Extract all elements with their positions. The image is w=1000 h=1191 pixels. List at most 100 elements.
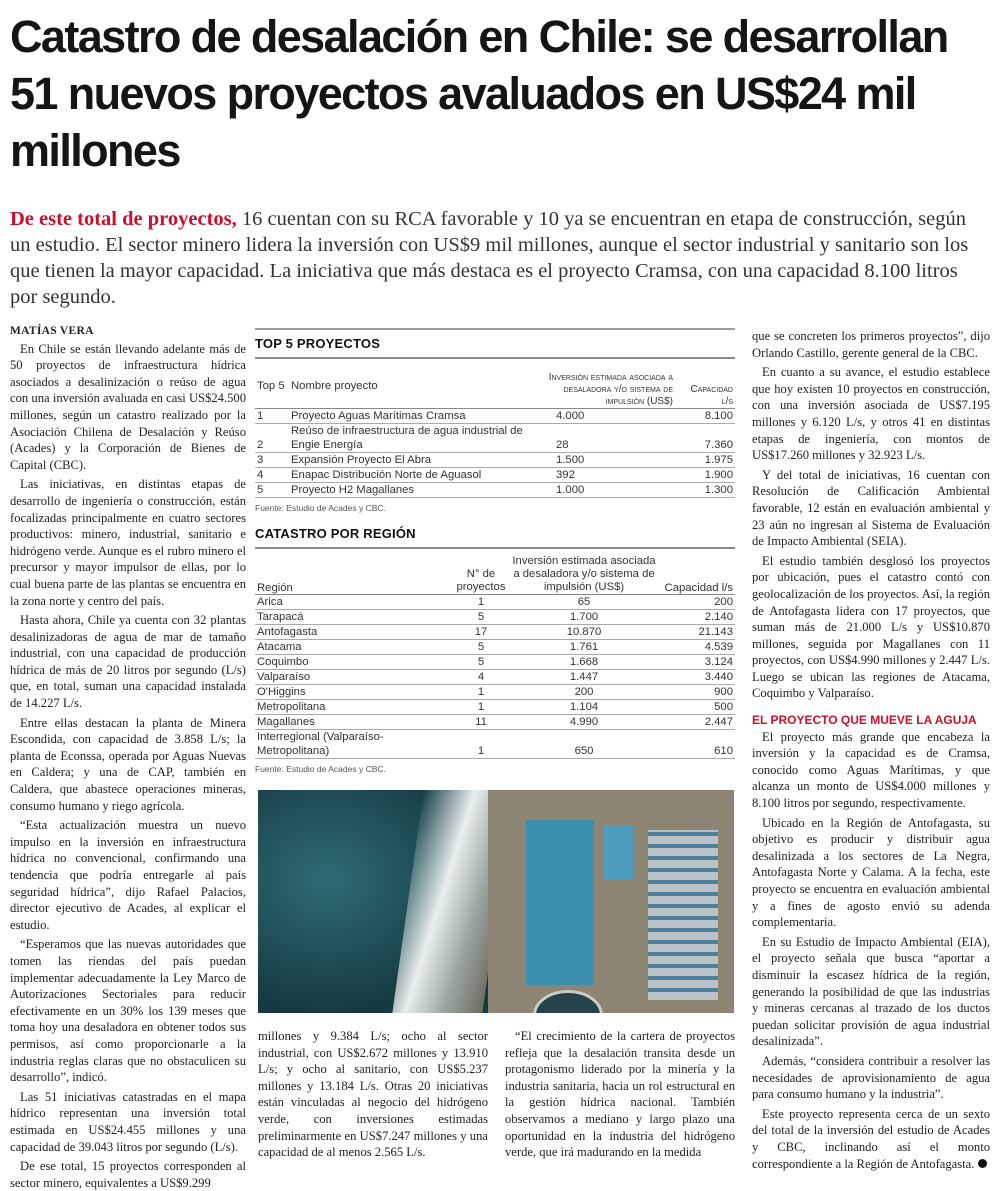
- table-cell: 200: [574, 685, 594, 698]
- table-cell: Metropolitana: [257, 700, 326, 713]
- table-cell: 65: [577, 595, 591, 608]
- region-table: Región N° de proyectos Inversión estimad…: [255, 547, 735, 759]
- table-row: Arica 1 65 200: [255, 594, 735, 609]
- table-cell: 2: [257, 438, 264, 451]
- table-cell: 4.990: [569, 715, 599, 728]
- table-cell: 900: [714, 685, 733, 698]
- table-cell: 1: [477, 744, 485, 757]
- table-cell: Arica: [257, 595, 283, 608]
- paragraph: Y del total de iniciativas, 16 cuentan c…: [752, 467, 990, 549]
- paragraph: Además, “considera contribuir a resolver…: [752, 1053, 990, 1102]
- middle-column-a: millones y 9.384 L/s; ocho al sector ind…: [258, 1028, 488, 1161]
- byline: MATÍAS VERA: [10, 325, 94, 337]
- table-cell: Proyecto Aguas Marítimas Cramsa: [291, 409, 466, 422]
- paragraph: En cuanto a su avance, el estudio establ…: [752, 365, 990, 463]
- table-cell: 200: [714, 595, 733, 608]
- table-cell: 2.447: [704, 715, 733, 728]
- table-cell: 2.140: [704, 610, 733, 623]
- table-row: Tarapacá 5 1.700 2.140: [255, 609, 735, 624]
- table-cell: 650: [574, 744, 594, 757]
- table-cell: Valparaíso: [257, 670, 311, 683]
- table-row: Coquimbo 5 1.668 3.124: [255, 654, 735, 669]
- table-cell: 1.104: [569, 700, 599, 713]
- table-cell: Interregional (Valparaíso- Metropolitana…: [257, 730, 384, 757]
- top5-table-box: TOP 5 PROYECTOS Top 5 Nombre proyecto In…: [255, 328, 735, 513]
- col-header: N° de proyectos: [456, 567, 506, 593]
- table-cell: 8.100: [704, 409, 733, 422]
- table-row: 1 Proyecto Aguas Marítimas Cramsa 4.000 8.1…: [255, 408, 735, 423]
- paragraph: En Chile se están llevando adelante más …: [10, 341, 246, 472]
- table-cell: 28: [556, 438, 569, 451]
- paragraph: “El crecimiento de la cartera de proyect…: [505, 1029, 735, 1160]
- paragraph: De ese total, 15 proyectos corresponden …: [10, 1159, 246, 1190]
- table-cell: 1.000: [556, 483, 585, 496]
- table-cell: 21.143: [698, 625, 733, 638]
- table-row: 5 Proyecto H2 Magallanes 1.000 1.300: [255, 482, 735, 497]
- table-cell: 5: [477, 610, 485, 623]
- table-cell: 1.447: [569, 670, 599, 683]
- table-cell: Tarapacá: [257, 610, 304, 623]
- table-cell: 500: [714, 700, 733, 713]
- table-cell: 1: [477, 685, 485, 698]
- paragraph: Entre ellas destacan la planta de Minera…: [10, 715, 246, 813]
- lede: De este total de proyectos, 16 cuentan c…: [10, 206, 990, 310]
- table-row: Valparaíso 4 1.447 3.440: [255, 669, 735, 684]
- table-row: Antofagasta 17 10.870 21.143: [255, 624, 735, 639]
- table-cell: Atacama: [257, 640, 302, 653]
- subheading: EL PROYECTO QUE MUEVE LA AGUJA: [752, 713, 977, 728]
- col-header: Región: [257, 581, 293, 594]
- table-cell: 1.700: [569, 610, 599, 623]
- top5-title: TOP 5 PROYECTOS: [255, 328, 735, 351]
- table-row: 3 Expansión Proyecto El Abra 1.500 1.975: [255, 452, 735, 467]
- paragraph: Ubicado en la Región de Antofagasta, su …: [752, 815, 990, 930]
- paragraph: Las iniciativas, en distintas etapas de …: [10, 477, 246, 608]
- col-header: Top 5: [257, 379, 285, 392]
- paragraph: Este proyecto representa cerca de un sex…: [752, 1106, 990, 1171]
- paragraph: El estudio también desglosó los proyecto…: [752, 553, 990, 701]
- table-row: Magallanes 11 4.990 2.447: [255, 714, 735, 729]
- table-cell: 4: [257, 468, 264, 481]
- top5-source: Fuente: Estudio de Acades y CBC.: [255, 502, 386, 513]
- table-cell: 610: [714, 744, 733, 757]
- table-cell: 4.539: [704, 640, 733, 653]
- top5-table: Top 5 Nombre proyecto Inversión estimada…: [255, 357, 735, 498]
- paragraph: En su Estudio de Impacto Ambiental (EIA)…: [752, 934, 990, 1049]
- table-row: Interregional (Valparaíso- Metropolitana…: [255, 729, 735, 758]
- table-cell: Reúso de infraestructura de agua industr…: [291, 424, 523, 451]
- table-cell: 4: [477, 670, 485, 683]
- headline: Catastro de desalación en Chile: se desa…: [10, 11, 949, 176]
- lede-kicker: De este total de proyectos,: [10, 208, 237, 230]
- paragraph: “Esta actualización muestra un nuevo imp…: [10, 818, 246, 932]
- table-cell: 5: [477, 655, 485, 668]
- right-column: que se concreten los primeros proyectos”…: [752, 328, 990, 1172]
- region-table-box: CATASTRO POR REGIÓN Región N° de proyect…: [255, 520, 735, 774]
- lede-text: 16 cuentan con su RCA favorable y 10 ya …: [10, 208, 969, 308]
- table-cell: Coquimbo: [257, 655, 309, 668]
- table-cell: Enapac Distribución Norte de Aguasol: [291, 468, 482, 481]
- table-cell: 1.500: [556, 453, 585, 466]
- table-row: Atacama 5 1.761 4.539: [255, 639, 735, 654]
- table-cell: 3.124: [704, 655, 733, 668]
- table-cell: 5: [477, 640, 485, 653]
- table-cell: 1: [477, 700, 485, 713]
- paragraph: Hasta ahora, Chile ya cuenta con 32 plan…: [10, 613, 246, 711]
- col-header: Inversión estimada asociada a desaladora…: [512, 554, 656, 593]
- table-cell: 1.668: [569, 655, 599, 668]
- table-cell: 1.900: [704, 468, 733, 481]
- table-cell: 1.761: [569, 640, 599, 653]
- table-cell: 7.360: [704, 438, 733, 451]
- table-cell: 11: [475, 715, 487, 728]
- table-cell: Magallanes: [257, 715, 315, 728]
- desalination-plant-aerial-photo: [258, 790, 734, 1013]
- region-source: Fuente: Estudio de Acades y CBC.: [255, 763, 386, 774]
- col-header: Capacidad l/s: [690, 383, 734, 407]
- end-mark-icon: [978, 1158, 988, 1168]
- table-cell: 5: [257, 483, 264, 496]
- left-column: MATÍAS VERA En Chile se están llevando a…: [10, 323, 246, 1191]
- col-header: Inversión estimada asociada a desaladora…: [548, 371, 673, 407]
- middle-column-b: “El crecimiento de la cartera de proyect…: [505, 1028, 735, 1161]
- paragraph: millones y 9.384 L/s; ocho al sector ind…: [258, 1029, 488, 1160]
- table-cell: 1: [477, 595, 485, 608]
- table-row: 4 Enapac Distribución Norte de Aguasol 392…: [255, 467, 735, 482]
- table-cell: 4.000: [556, 409, 585, 422]
